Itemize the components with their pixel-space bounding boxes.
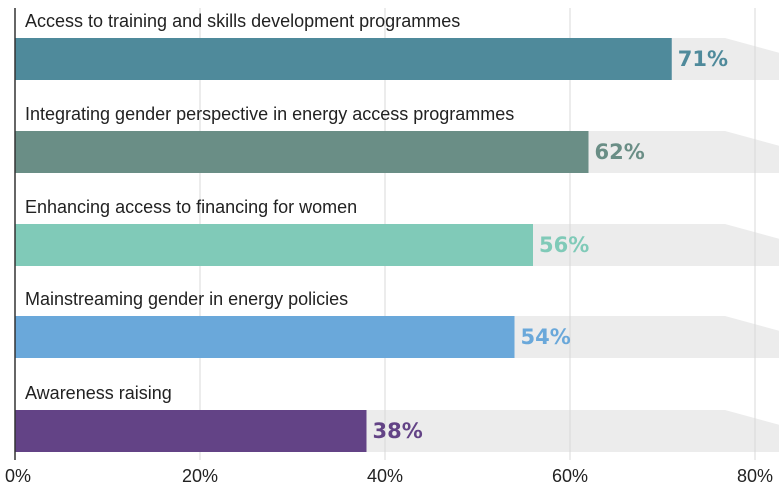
value-label: 71% <box>678 47 728 71</box>
category-label: Mainstreaming gender in energy policies <box>25 289 348 309</box>
category-label: Enhancing access to financing for women <box>25 197 357 217</box>
category-label: Access to training and skills developmen… <box>25 11 460 31</box>
x-tick-label: 40% <box>367 466 403 486</box>
category-label: Integrating gender perspective in energy… <box>25 104 514 124</box>
bar <box>15 410 367 452</box>
value-label: 56% <box>539 233 589 257</box>
value-label: 54% <box>521 325 571 349</box>
x-tick-label: 60% <box>552 466 588 486</box>
bar <box>15 316 515 358</box>
x-tick-label: 0% <box>5 466 31 486</box>
bar <box>15 38 672 80</box>
x-tick-label: 80% <box>737 466 773 486</box>
bar <box>15 224 533 266</box>
category-label: Awareness raising <box>25 383 172 403</box>
bar <box>15 131 589 173</box>
value-label: 38% <box>373 419 423 443</box>
value-label: 62% <box>595 140 645 164</box>
x-tick-label: 20% <box>182 466 218 486</box>
